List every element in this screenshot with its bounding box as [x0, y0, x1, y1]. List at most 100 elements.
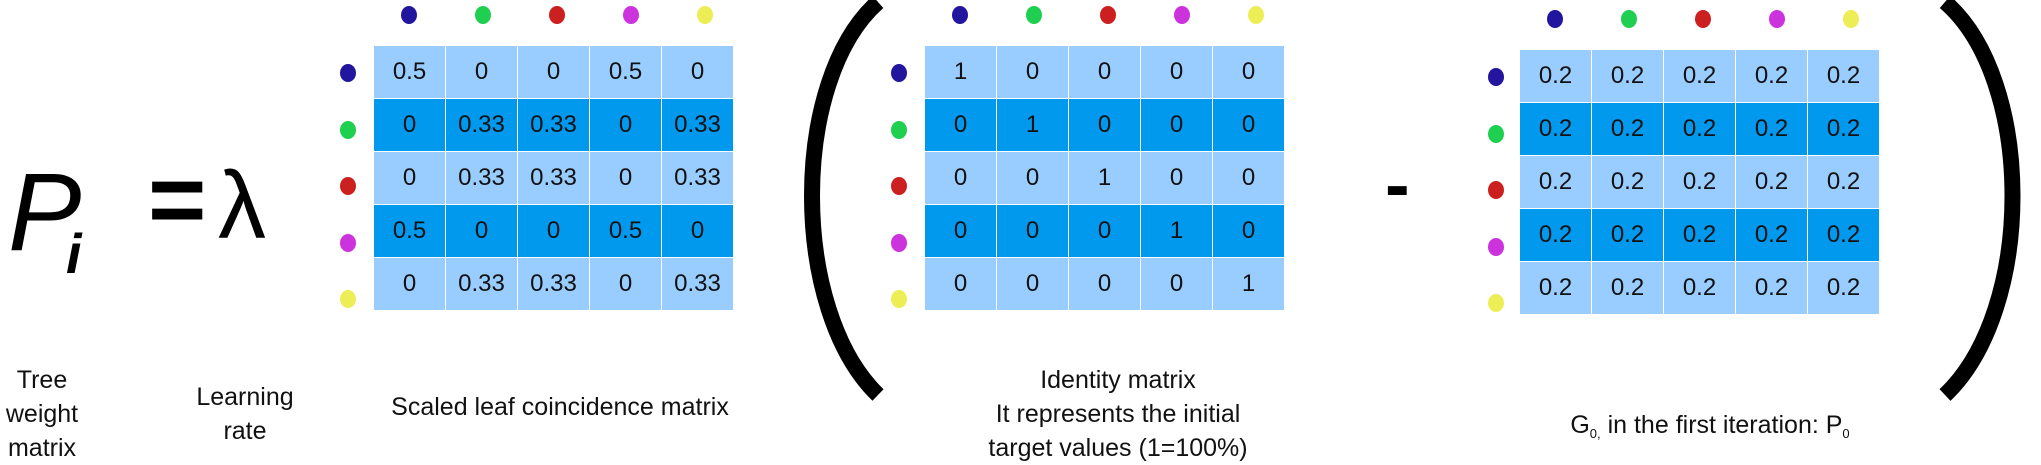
matrix-cell: 0.2 — [1807, 49, 1880, 103]
matrix-cell: 0 — [996, 151, 1069, 205]
caption-g0: G0, in the first iteration: P0 — [1510, 408, 1910, 451]
matrix-cell: 0.2 — [1519, 208, 1592, 262]
matrix-cell: 0 — [373, 98, 446, 152]
matrix-cell: 0.2 — [1807, 155, 1880, 209]
color-dot-icon — [1174, 6, 1190, 24]
matrix-cell: 0 — [517, 45, 590, 99]
caption-line: rate — [223, 417, 267, 445]
g0-middle: in the first iteration: P — [1600, 411, 1843, 439]
matrix-cell: 0.2 — [1519, 155, 1592, 209]
matrix-cell: 0.2 — [1519, 261, 1592, 315]
matrix-row: 0.2 0.2 0.2 0.2 0.2 — [1519, 102, 1880, 156]
matrix-cell: 0.33 — [661, 98, 734, 152]
color-dot-icon — [697, 6, 713, 24]
matrix-cell: 0 — [996, 45, 1069, 99]
p0-subscript: 0 — [1842, 426, 1850, 441]
color-dot-icon — [1488, 237, 1504, 256]
color-dot-icon — [1843, 10, 1859, 28]
color-dot-icon — [891, 120, 907, 139]
matrix-cell: 0.33 — [517, 257, 590, 311]
p-i-subscript: i — [66, 222, 82, 285]
matrix-cell: 0 — [589, 98, 662, 152]
color-dot-icon — [401, 6, 417, 24]
matrix-cell: 0.5 — [373, 204, 446, 258]
matrix-cell: 0.2 — [1807, 102, 1880, 156]
caption-line: Identity matrix — [1040, 366, 1196, 394]
matrix-cell: 0.33 — [661, 151, 734, 205]
caption-line: It represents the initial — [995, 400, 1241, 428]
matrix-cell: 0.2 — [1735, 155, 1808, 209]
matrix-cell: 0 — [1068, 204, 1141, 258]
color-dot-icon — [1488, 181, 1504, 199]
matrix-row: 0.2 0.2 0.2 0.2 0.2 — [1519, 261, 1880, 315]
matrix-cell: 0 — [1212, 151, 1285, 205]
matrix-cell: 0.5 — [589, 45, 662, 99]
caption-identity-matrix: Identity matrix It represents the initia… — [968, 363, 1268, 465]
matrix-cell: 0.2 — [1519, 102, 1592, 156]
color-dot-icon — [340, 233, 356, 252]
matrix-cell: 0.2 — [1663, 49, 1736, 103]
matrix-cell: 0 — [1212, 98, 1285, 152]
color-dot-icon — [891, 177, 907, 195]
matrix-cell: 0 — [517, 204, 590, 258]
scaled-leaf-coincidence-matrix: 0.5 0 0 0.5 0 0 0.33 0.33 0 0.33 0 0.33 0.33 0 0.33 0.5… — [373, 45, 734, 311]
g0-matrix: 0.2 0.2 0.2 0.2 0.2 0.2 0.2 0.2 0.2 0.2 0.2 0.2 0.2 0… — [1519, 49, 1880, 315]
caption-tree-weight-matrix: Tree weight matrix — [0, 363, 84, 465]
lambda-symbol: λ — [218, 152, 266, 259]
caption-scaled-leaf-matrix: Scaled leaf coincidence matrix — [391, 393, 729, 421]
color-dot-icon — [340, 64, 356, 82]
matrix-cell: 0 — [589, 257, 662, 311]
matrix-cell: 0 — [1068, 257, 1141, 311]
color-dot-icon — [891, 290, 907, 308]
caption-line: Learning — [196, 383, 294, 411]
matrix-cell: 0.2 — [1735, 102, 1808, 156]
color-dot-icon — [891, 64, 907, 82]
matrix-cell: 1 — [1068, 151, 1141, 205]
matrix-cell: 1 — [996, 98, 1069, 152]
matrix-cell: 0 — [1212, 204, 1285, 258]
minus-sign: - — [1385, 143, 1410, 226]
caption-line: Tree — [16, 366, 68, 394]
matrix-cell: 0 — [996, 204, 1069, 258]
matrix-cell: 0 — [1068, 45, 1141, 99]
matrix-cell: 1 — [924, 45, 997, 99]
caption-line: weight — [5, 400, 79, 428]
matrix-cell: 0 — [1140, 98, 1213, 152]
matrix-cell: 0 — [1140, 45, 1213, 99]
matrix-cell: 0 — [924, 257, 997, 311]
matrix-cell: 0.2 — [1591, 208, 1664, 262]
color-dot-icon — [891, 233, 907, 252]
color-dot-icon — [1488, 124, 1504, 143]
matrix-cell: 0 — [924, 204, 997, 258]
matrix-cell: 0 — [1140, 151, 1213, 205]
matrix-cell: 0 — [589, 151, 662, 205]
matrix-cell: 1 — [1212, 257, 1285, 311]
color-dot-icon — [340, 290, 356, 308]
matrix-row: 0.2 0.2 0.2 0.2 0.2 — [1519, 49, 1880, 103]
matrix-row: 0.5 0 0 0.5 0 — [373, 204, 734, 258]
color-dot-icon — [1248, 6, 1264, 24]
color-dot-icon — [952, 6, 968, 24]
color-dot-icon — [340, 177, 356, 195]
matrix-cell: 0.33 — [661, 257, 734, 311]
matrix-cell: 0.2 — [1735, 49, 1808, 103]
color-dot-icon — [1026, 6, 1042, 24]
matrix-cell: 0.33 — [517, 151, 590, 205]
matrix-cell: 0.2 — [1519, 49, 1592, 103]
matrix-cell: 0 — [1212, 45, 1285, 99]
caption-line: target values (1=100%) — [988, 434, 1248, 462]
caption-line: matrix — [7, 434, 77, 462]
matrix-cell: 0 — [924, 151, 997, 205]
p-i-symbol: P — [8, 151, 82, 274]
color-dot-icon — [1547, 10, 1563, 28]
matrix-cell: 0.2 — [1591, 155, 1664, 209]
color-dot-icon — [1769, 10, 1785, 28]
color-dot-icon — [1100, 6, 1116, 24]
color-dot-icon — [549, 6, 565, 24]
matrix-cell: 0.2 — [1807, 261, 1880, 315]
